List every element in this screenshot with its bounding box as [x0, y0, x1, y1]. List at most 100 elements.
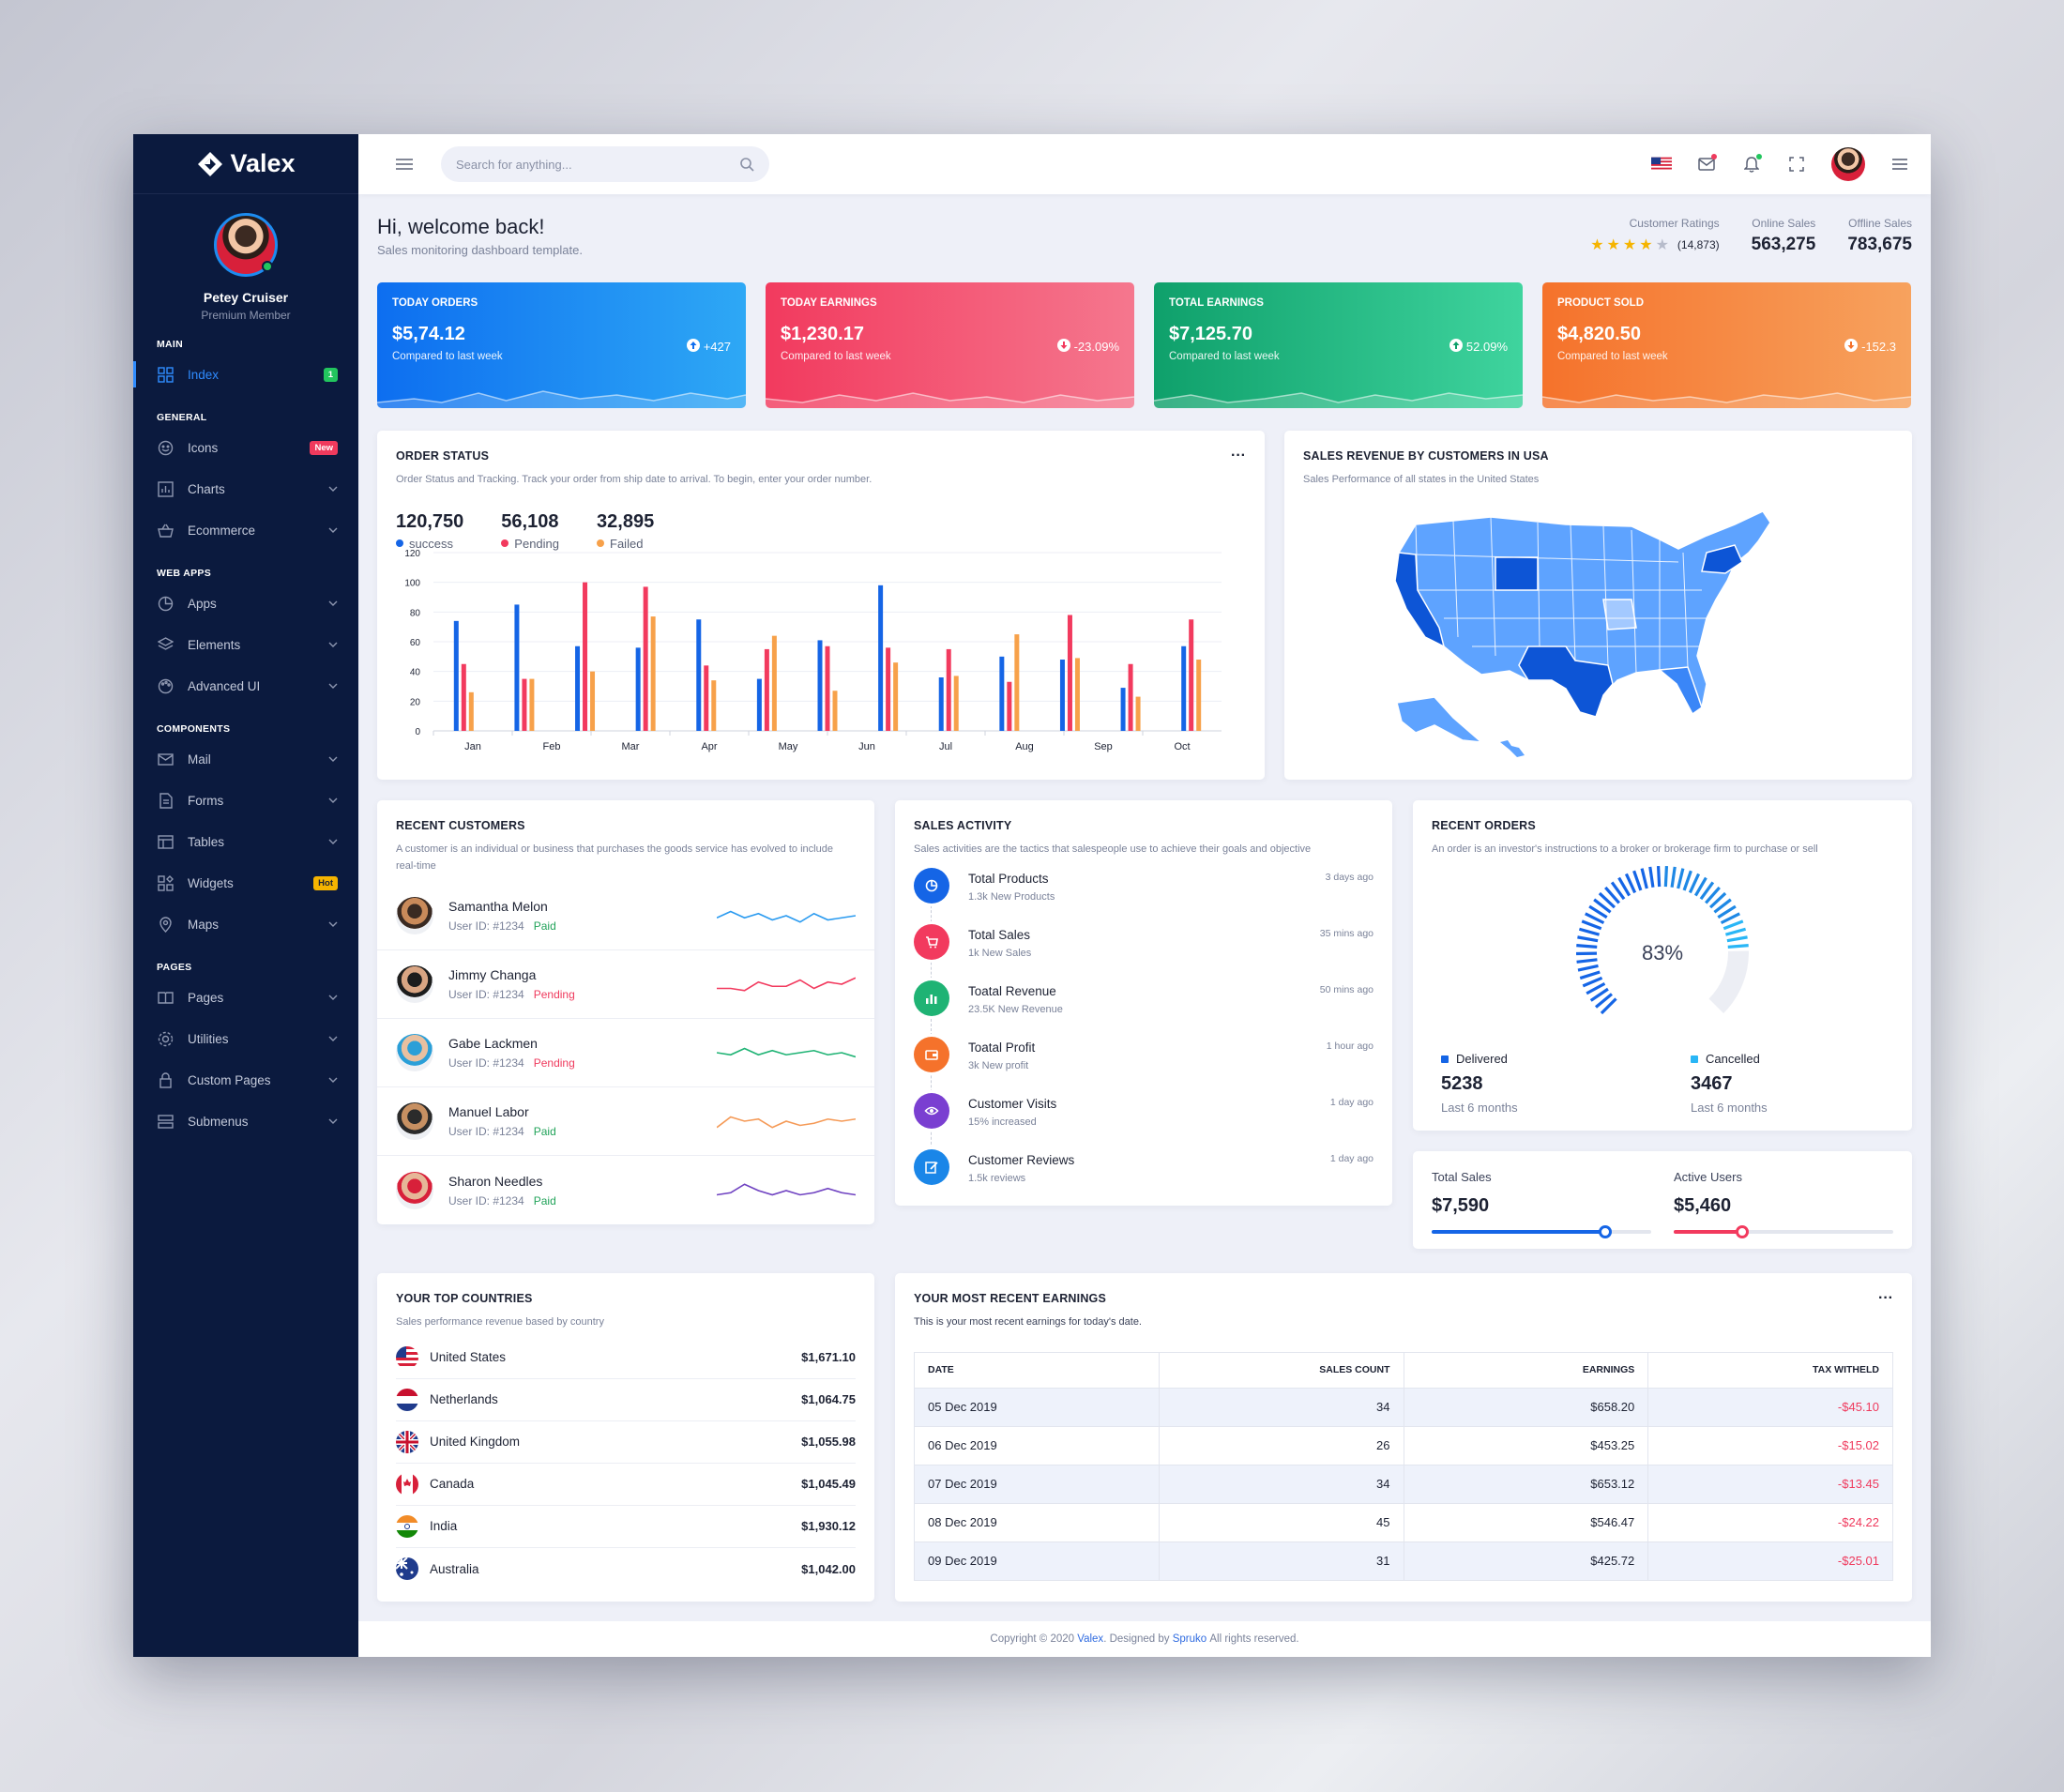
customer-row[interactable]: Manuel Labor User ID: #1234 Paid	[377, 1087, 874, 1157]
search-icon[interactable]	[739, 157, 754, 172]
sidebar-item-apps[interactable]: Apps	[133, 583, 358, 624]
mail-icon[interactable]	[1696, 154, 1717, 175]
activity-item[interactable]: Total Products 1.3k New Products 3 days ag…	[914, 867, 1373, 924]
customer-avatar	[396, 1034, 433, 1072]
country-row[interactable]: United Kingdom $1,055.98	[396, 1421, 856, 1464]
activity-item[interactable]: Toatal Revenue 23.5K New Revenue 50 mins a…	[914, 980, 1373, 1037]
sidebar-item-icons[interactable]: Icons New	[133, 427, 358, 468]
activity-time: 35 mins ago	[1319, 927, 1373, 939]
table-row[interactable]: 05 Dec 2019 34 $658.20 -$45.10	[914, 1387, 1893, 1427]
sidebar-item-forms[interactable]: Forms	[133, 780, 358, 821]
country-row[interactable]: India $1,930.12	[396, 1506, 856, 1548]
sidebar-item-charts[interactable]: Charts	[133, 468, 358, 509]
footer-designer-link[interactable]: Spruko	[1172, 1633, 1207, 1645]
region-missouri[interactable]	[1602, 599, 1637, 630]
bar	[704, 665, 709, 731]
sidebar-item-elements[interactable]: Elements	[133, 624, 358, 665]
bar	[938, 677, 944, 731]
bell-notification-dot	[1756, 154, 1762, 159]
arrow-up-circle-icon	[686, 339, 700, 355]
table-row[interactable]: 08 Dec 2019 45 $546.47 -$24.22	[914, 1502, 1893, 1542]
bell-icon[interactable]	[1741, 154, 1762, 175]
search-input[interactable]: Search for anything...	[441, 146, 769, 182]
customer-row[interactable]: Gabe Lackmen User ID: #1234 Pending	[377, 1019, 874, 1088]
sidebar-item-pages[interactable]: Pages	[133, 977, 358, 1018]
sidebar-item-widgets[interactable]: Widgets Hot	[133, 862, 358, 904]
brand-logo[interactable]: Valex	[133, 134, 358, 194]
sidebar-item-custom-pages[interactable]: Custom Pages	[133, 1059, 358, 1101]
sidebar-item-tables[interactable]: Tables	[133, 821, 358, 862]
palette-icon	[157, 677, 174, 694]
footer-brand-link[interactable]: Valex	[1077, 1633, 1104, 1645]
column-header[interactable]: TAX WITHELD	[1647, 1351, 1893, 1389]
cart-icon	[914, 923, 949, 960]
kpi-delta-value: 52.09%	[1465, 340, 1508, 354]
legend-dot	[501, 539, 509, 548]
usa-map[interactable]	[1378, 496, 1810, 768]
kpi-delta: +427	[686, 339, 731, 355]
country-row[interactable]: Australia $1,042.00	[396, 1548, 856, 1590]
slider-handle[interactable]	[1735, 1225, 1749, 1238]
sidebar-item-ecommerce[interactable]: Ecommerce	[133, 509, 358, 551]
gauge-tick	[1720, 912, 1740, 925]
kpi-card-today-orders[interactable]: TODAY ORDERS $5,74.12 Compared to last wee…	[377, 282, 746, 408]
slider-track[interactable]	[1432, 1225, 1651, 1238]
country-row[interactable]: United States $1,671.10	[396, 1337, 856, 1379]
activity-item[interactable]: Customer Reviews 1.5k reviews 1 day ago	[914, 1148, 1373, 1206]
region-california[interactable]	[1394, 552, 1446, 648]
region-wyoming[interactable]	[1495, 556, 1539, 591]
sidebar-item-label: Ecommerce	[188, 523, 256, 538]
table-row[interactable]: 06 Dec 2019 26 $453.25 -$15.02	[914, 1425, 1893, 1465]
activity-subtitle: 15% increased	[968, 1116, 1037, 1128]
profile-avatar[interactable]	[214, 213, 278, 277]
activity-item[interactable]: Toatal Profit 3k New profit 1 hour ago	[914, 1036, 1373, 1093]
timeline-line	[931, 886, 932, 1168]
sidebar-item-submenus[interactable]: Submenus	[133, 1101, 358, 1142]
sidebar-item-maps[interactable]: Maps	[133, 904, 358, 945]
activity-item[interactable]: Customer Visits 15% increased 1 day ago	[914, 1092, 1373, 1149]
country-row[interactable]: Netherlands $1,064.75	[396, 1379, 856, 1421]
slider-track[interactable]	[1674, 1225, 1893, 1238]
card-options-icon[interactable]: ···	[1231, 448, 1246, 463]
sparkline-line	[1542, 392, 1911, 403]
activity-item[interactable]: Total Sales 1k New Sales 35 mins ago	[914, 923, 1373, 980]
sparkline-line	[717, 977, 856, 992]
bar	[1059, 660, 1065, 731]
bar	[1007, 681, 1012, 731]
sidebar-item-utilities[interactable]: Utilities	[133, 1018, 358, 1059]
us-flag-icon[interactable]	[1651, 154, 1672, 175]
region-hawaii[interactable]	[1500, 740, 1525, 757]
customer-sparkline	[717, 910, 856, 923]
country-amount: $1,042.00	[801, 1561, 856, 1576]
kpi-card-product-sold[interactable]: PRODUCT SOLD $4,820.50 Compared to last we…	[1542, 282, 1911, 408]
region-alaska[interactable]	[1396, 696, 1484, 743]
activity-title: Customer Reviews	[968, 1152, 1075, 1167]
bar	[878, 585, 884, 731]
gauge-tick	[1600, 997, 1617, 1015]
more-menu-icon[interactable]	[1889, 154, 1910, 175]
sidebar-item-advanced-ui[interactable]: Advanced UI	[133, 665, 358, 706]
cancelled-stat: Cancelled 3467 Last 6 months	[1691, 1052, 1897, 1115]
customer-row[interactable]: Jimmy Changa User ID: #1234 Pending	[377, 950, 874, 1020]
region-new-york[interactable]	[1701, 544, 1743, 574]
table-row[interactable]: 09 Dec 2019 31 $425.72 -$25.01	[914, 1541, 1893, 1581]
kpi-card-total-earnings[interactable]: TOTAL EARNINGS $7,125.70 Compared to last …	[1154, 282, 1523, 408]
kpi-card-today-earnings[interactable]: TODAY EARNINGS $1,230.17 Compared to last …	[766, 282, 1134, 408]
slider-handle[interactable]	[1598, 1225, 1612, 1238]
table-cell: 34	[1158, 1387, 1404, 1427]
menu-toggle-icon[interactable]	[394, 154, 415, 175]
sidebar-item-index[interactable]: Index 1	[133, 354, 358, 395]
column-header[interactable]: SALES COUNT	[1158, 1351, 1404, 1389]
fullscreen-icon[interactable]	[1786, 154, 1807, 175]
column-header[interactable]: DATE	[914, 1351, 1160, 1389]
table-row[interactable]: 07 Dec 2019 34 $653.12 -$13.45	[914, 1464, 1893, 1504]
user-avatar[interactable]	[1831, 147, 1865, 181]
card-options-icon[interactable]: ···	[1878, 1290, 1893, 1306]
sidebar-item-mail[interactable]: Mail	[133, 738, 358, 780]
region-florida[interactable]	[1658, 666, 1703, 716]
country-row[interactable]: Canada $1,045.49	[396, 1464, 856, 1506]
column-header[interactable]: EARNINGS	[1403, 1351, 1649, 1389]
customer-row[interactable]: Sharon Needles User ID: #1234 Paid	[377, 1156, 874, 1224]
customer-row[interactable]: Samantha Melon User ID: #1234 Paid	[377, 882, 874, 951]
bar	[771, 635, 777, 731]
